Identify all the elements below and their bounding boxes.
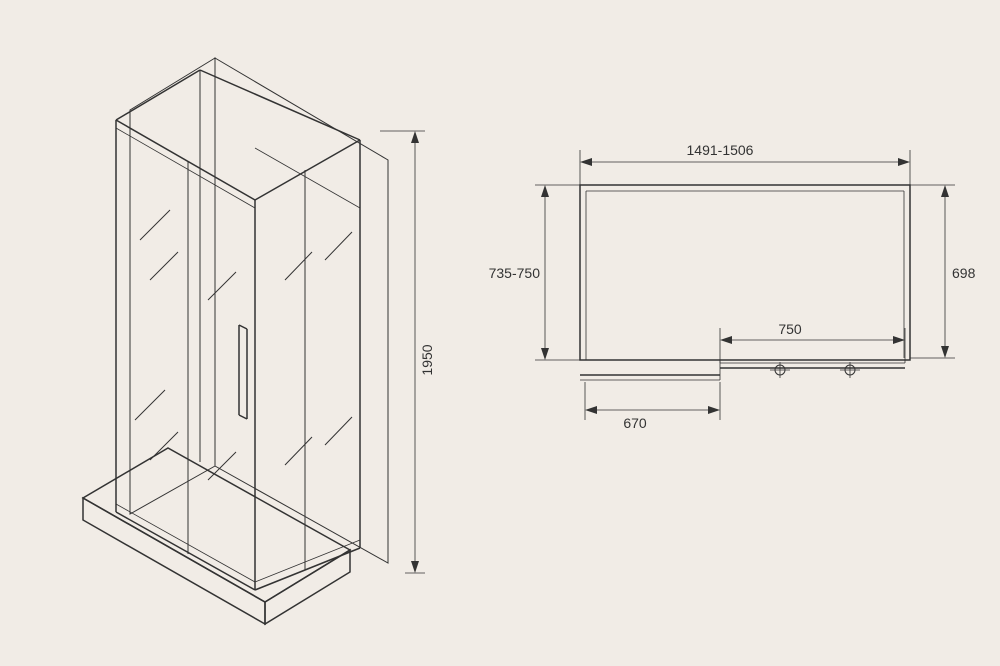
frame-top-front [116, 120, 255, 200]
back-wall [215, 58, 388, 563]
isometric-view: 1950 [83, 58, 435, 624]
door-track [580, 360, 905, 380]
technical-drawing: 1950 [0, 0, 1000, 666]
dim-fixed-width: 670 [585, 382, 720, 431]
base-front [83, 498, 265, 624]
frame-top-back [200, 70, 360, 140]
plan-outer [580, 185, 910, 360]
dim-door-width: 750 [720, 321, 905, 363]
dim-fixed-width-label: 670 [623, 415, 647, 431]
dim-overall-width-label: 1491-1506 [687, 142, 754, 158]
left-wall [130, 58, 215, 514]
roller-icon [840, 362, 860, 378]
frame-top-right [255, 140, 360, 200]
dim-height-label: 1950 [419, 344, 435, 375]
frame-top-left [116, 70, 200, 120]
dim-door-width-label: 750 [778, 321, 802, 337]
dim-overall-depth: 735-750 [489, 185, 580, 360]
dim-inner-depth-label: 698 [952, 265, 976, 281]
plan-view: 1491-1506 735-750 698 750 [489, 142, 976, 431]
glass-marks [135, 210, 352, 480]
dim-overall-depth-label: 735-750 [489, 265, 541, 281]
door-handle [239, 325, 247, 419]
dim-inner-depth: 698 [910, 185, 976, 358]
dim-overall-width: 1491-1506 [580, 142, 910, 185]
roller-icon [770, 362, 790, 378]
